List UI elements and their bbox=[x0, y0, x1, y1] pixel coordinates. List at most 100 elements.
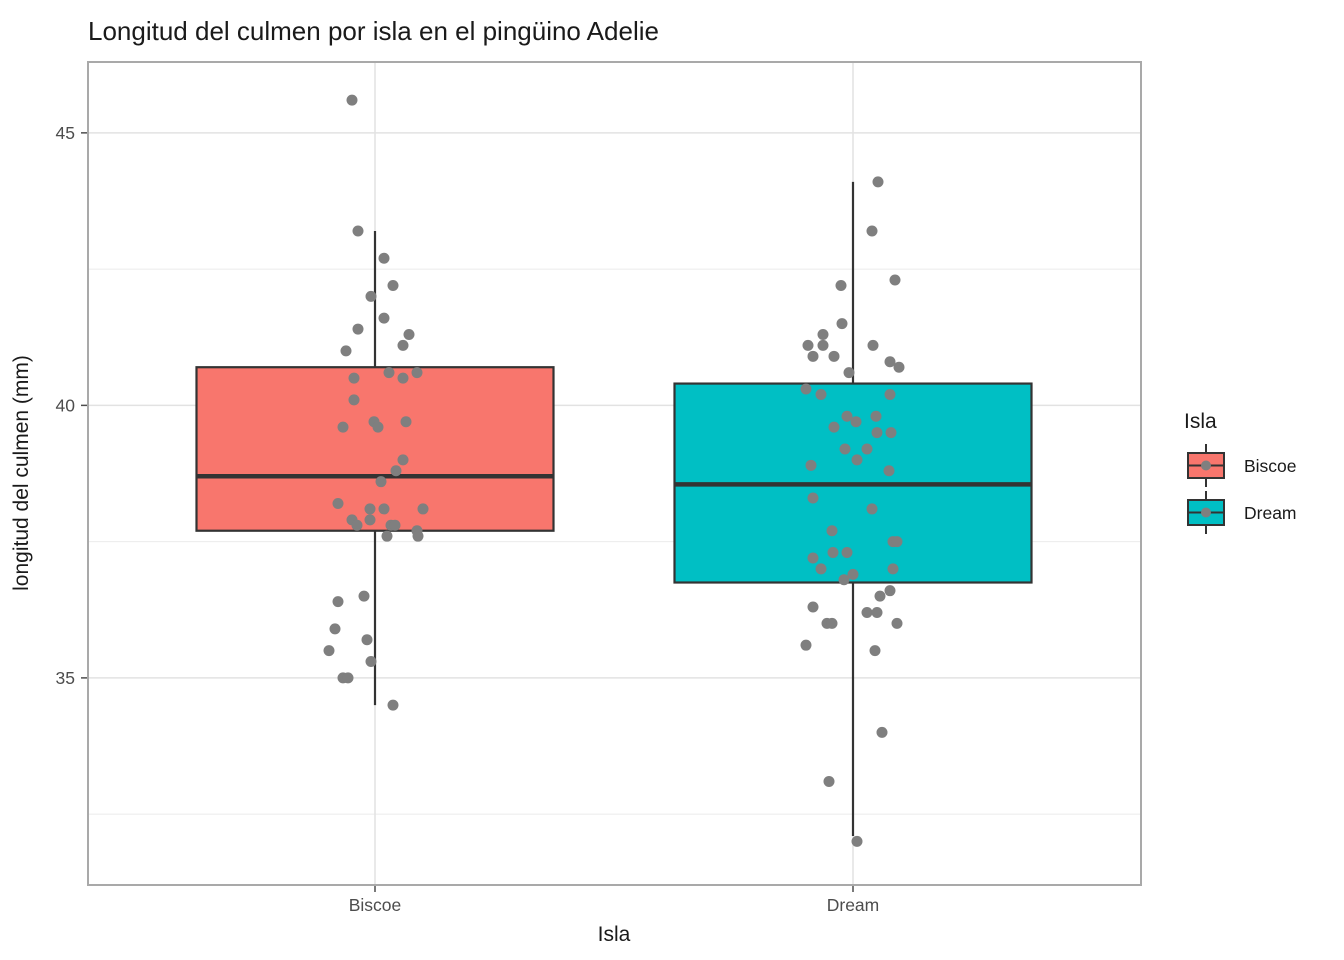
legend-title: Isla bbox=[1184, 410, 1217, 433]
y-tick-label: 35 bbox=[56, 668, 75, 688]
jitter-point bbox=[323, 645, 335, 657]
jitter-point bbox=[807, 350, 819, 362]
jitter-point bbox=[372, 421, 384, 433]
jitter-point bbox=[827, 547, 839, 559]
jitter-point bbox=[365, 656, 377, 668]
jitter-point bbox=[884, 388, 896, 400]
legend: Isla Biscoe Dream bbox=[1184, 410, 1297, 534]
jitter-point bbox=[800, 383, 812, 395]
jitter-point bbox=[893, 361, 905, 373]
x-axis-title: Isla bbox=[598, 923, 631, 946]
legend-key-dream: Dream bbox=[1187, 491, 1297, 534]
jitter-point bbox=[400, 416, 412, 428]
y-tick-label: 40 bbox=[56, 395, 76, 415]
jitter-point bbox=[381, 530, 393, 542]
jitter-point bbox=[889, 274, 901, 286]
x-tick-label: Biscoe bbox=[349, 895, 402, 915]
plot-title: Longitud del culmen por isla en el pingü… bbox=[88, 16, 659, 46]
jitter-point bbox=[847, 568, 859, 580]
jitter-point bbox=[866, 503, 878, 515]
jitter-point bbox=[417, 503, 429, 515]
jitter-point bbox=[876, 726, 888, 738]
jitter-point bbox=[329, 623, 341, 635]
boxplot-dream bbox=[673, 181, 1033, 836]
jitter-point bbox=[397, 339, 409, 351]
jitter-point bbox=[397, 372, 409, 384]
jitter-point bbox=[403, 329, 415, 341]
legend-key-point bbox=[1201, 507, 1211, 518]
jitter-point bbox=[378, 503, 390, 515]
jitter-point bbox=[826, 617, 838, 629]
jitter-point bbox=[883, 465, 895, 477]
jitter-point bbox=[884, 585, 896, 597]
jitter-point bbox=[389, 519, 401, 531]
jitter-point bbox=[861, 606, 873, 618]
jitter-point bbox=[891, 617, 903, 629]
jitter-point bbox=[836, 318, 848, 330]
jitter-point bbox=[348, 372, 360, 384]
jitter-point bbox=[800, 639, 812, 651]
jitter-point bbox=[802, 339, 814, 351]
jitter-point bbox=[867, 339, 879, 351]
jitter-point bbox=[850, 416, 862, 428]
legend-key-biscoe: Biscoe bbox=[1187, 444, 1297, 487]
jitter-point bbox=[411, 367, 423, 379]
jitter-point bbox=[352, 225, 364, 237]
jitter-point bbox=[342, 672, 354, 684]
jitter-point bbox=[332, 497, 344, 509]
legend-label-dream: Dream bbox=[1244, 503, 1297, 523]
jitter-point bbox=[815, 388, 827, 400]
jitter-point bbox=[807, 492, 819, 504]
box-iqr bbox=[195, 366, 555, 532]
jitter-point bbox=[358, 590, 370, 602]
boxplots bbox=[195, 181, 1033, 836]
jitter-point bbox=[361, 634, 373, 646]
jitter-point bbox=[364, 503, 376, 515]
axis-ticks-and-labels: 35 40 45 Biscoe Dream bbox=[56, 123, 880, 915]
jitter-point bbox=[387, 279, 399, 291]
jitter-point bbox=[348, 394, 360, 406]
jitter-point bbox=[823, 775, 835, 787]
jitter-point bbox=[872, 176, 884, 188]
jitter-point bbox=[826, 525, 838, 537]
jitter-point bbox=[869, 645, 881, 657]
jitter-point bbox=[828, 350, 840, 362]
jitter-point bbox=[387, 699, 399, 711]
legend-label-biscoe: Biscoe bbox=[1244, 456, 1297, 476]
jitter-point bbox=[378, 252, 390, 264]
jitter-point bbox=[851, 454, 863, 466]
jitter-point bbox=[871, 427, 883, 439]
jitter-point bbox=[383, 367, 395, 379]
jitter-point bbox=[884, 356, 896, 368]
y-tick-label: 45 bbox=[56, 123, 75, 143]
y-axis-title: longitud del culmen (mm) bbox=[10, 355, 33, 591]
jitter-point bbox=[851, 835, 863, 847]
jitter-point bbox=[364, 514, 376, 526]
jitter-point bbox=[828, 421, 840, 433]
jitter-point bbox=[887, 563, 899, 575]
jitter-point bbox=[843, 367, 855, 379]
x-tick-label: Dream bbox=[827, 895, 880, 915]
jitter-point bbox=[874, 590, 886, 602]
boxplot-biscoe bbox=[195, 230, 555, 706]
jitter-point bbox=[807, 552, 819, 564]
jitter-point bbox=[891, 536, 903, 548]
jitter-point bbox=[839, 443, 851, 455]
jitter-point bbox=[375, 476, 387, 488]
jitter-point bbox=[861, 443, 873, 455]
jitter-point bbox=[340, 345, 352, 357]
jitter-point bbox=[871, 606, 883, 618]
jitter-point bbox=[390, 465, 402, 477]
jitter-point bbox=[817, 339, 829, 351]
legend-key-point bbox=[1201, 460, 1211, 471]
jitter-point bbox=[365, 290, 377, 302]
jitter-point bbox=[332, 596, 344, 608]
jitter-point bbox=[866, 225, 878, 237]
jitter-point bbox=[352, 323, 364, 335]
jitter-point bbox=[346, 94, 358, 106]
jitter-point bbox=[841, 410, 853, 422]
jitter-point bbox=[817, 329, 829, 341]
jitter-point bbox=[841, 547, 853, 559]
